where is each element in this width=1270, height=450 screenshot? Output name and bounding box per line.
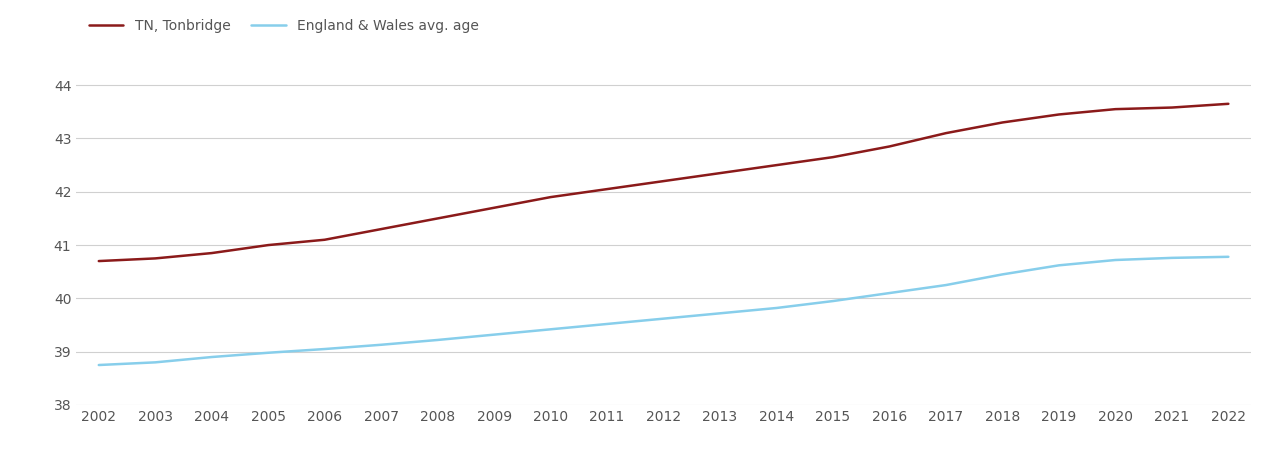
England & Wales avg. age	[826, 298, 841, 304]
England & Wales avg. age	[431, 337, 446, 342]
Line: TN, Tonbridge: TN, Tonbridge	[99, 104, 1228, 261]
TN, Tonbridge	[91, 258, 107, 264]
England & Wales avg. age	[599, 321, 615, 327]
England & Wales avg. age	[204, 354, 220, 360]
England & Wales avg. age	[1220, 254, 1236, 260]
England & Wales avg. age	[1052, 263, 1067, 268]
Line: England & Wales avg. age: England & Wales avg. age	[99, 257, 1228, 365]
England & Wales avg. age	[712, 310, 728, 316]
Legend: TN, Tonbridge, England & Wales avg. age: TN, Tonbridge, England & Wales avg. age	[83, 14, 484, 39]
TN, Tonbridge	[486, 205, 502, 211]
England & Wales avg. age	[994, 272, 1010, 277]
England & Wales avg. age	[260, 350, 276, 356]
England & Wales avg. age	[318, 346, 333, 352]
England & Wales avg. age	[373, 342, 389, 347]
TN, Tonbridge	[994, 120, 1010, 125]
TN, Tonbridge	[204, 250, 220, 256]
TN, Tonbridge	[768, 162, 784, 168]
TN, Tonbridge	[712, 171, 728, 176]
England & Wales avg. age	[91, 362, 107, 368]
England & Wales avg. age	[544, 327, 559, 332]
TN, Tonbridge	[431, 216, 446, 221]
TN, Tonbridge	[1165, 105, 1180, 110]
TN, Tonbridge	[599, 186, 615, 192]
England & Wales avg. age	[1107, 257, 1123, 263]
TN, Tonbridge	[1220, 101, 1236, 107]
England & Wales avg. age	[147, 360, 163, 365]
TN, Tonbridge	[260, 243, 276, 248]
TN, Tonbridge	[1052, 112, 1067, 117]
TN, Tonbridge	[373, 226, 389, 232]
TN, Tonbridge	[544, 194, 559, 200]
England & Wales avg. age	[881, 290, 897, 296]
TN, Tonbridge	[881, 144, 897, 149]
TN, Tonbridge	[826, 154, 841, 160]
TN, Tonbridge	[147, 256, 163, 261]
TN, Tonbridge	[318, 237, 333, 243]
TN, Tonbridge	[1107, 107, 1123, 112]
TN, Tonbridge	[655, 178, 671, 184]
England & Wales avg. age	[1165, 255, 1180, 261]
England & Wales avg. age	[655, 316, 671, 321]
England & Wales avg. age	[486, 332, 502, 338]
England & Wales avg. age	[768, 305, 784, 310]
England & Wales avg. age	[939, 282, 954, 288]
TN, Tonbridge	[939, 130, 954, 136]
